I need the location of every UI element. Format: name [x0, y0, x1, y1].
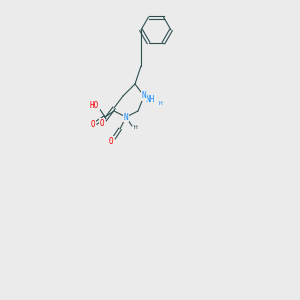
- Text: H: H: [133, 125, 137, 130]
- Text: O: O: [100, 118, 104, 127]
- Text: N: N: [124, 112, 128, 122]
- Text: O: O: [109, 136, 113, 146]
- Text: O: O: [91, 120, 95, 129]
- Text: HO: HO: [90, 100, 99, 109]
- Text: N: N: [142, 92, 146, 100]
- Text: H: H: [159, 101, 162, 106]
- Text: NH: NH: [146, 94, 154, 103]
